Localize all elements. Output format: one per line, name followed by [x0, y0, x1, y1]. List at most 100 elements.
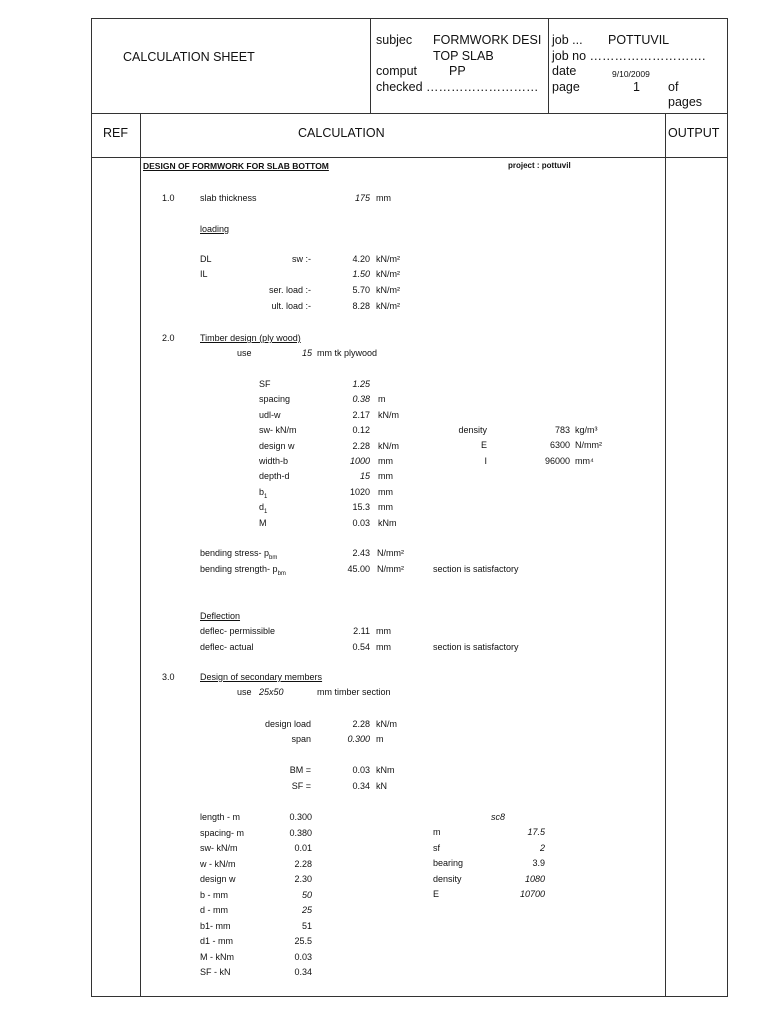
secondary-param-value: 51: [301, 920, 312, 931]
plywood-param-label: width-b: [259, 456, 289, 466]
computed-value: PP: [449, 64, 466, 78]
frame-left: [91, 18, 92, 997]
bending-strength-subscript: bm: [277, 570, 286, 577]
bending-stress-text: bending stress- p: [200, 548, 270, 558]
secondary-param-value: 2.30: [294, 874, 312, 884]
slab-thickness-unit: mm: [376, 193, 391, 203]
project-label: project : pottuvil: [508, 161, 571, 170]
deflection-permissible-value: 2.11: [353, 626, 370, 636]
subject-label: subjec: [376, 33, 413, 47]
secondary-param-value: 0.34: [294, 967, 312, 977]
deflection-actual-label: deflec- actual: [200, 642, 254, 652]
bm-value: 0.03: [352, 765, 370, 775]
span-unit: m: [376, 734, 384, 744]
plywood-param-label: b1: [259, 486, 268, 500]
use-label: use: [237, 687, 252, 697]
plywood-property-label: I: [484, 455, 487, 466]
plywood-param-value: 1020: [349, 486, 370, 497]
frame-right: [727, 18, 728, 997]
plywood-param-label: spacing: [259, 394, 291, 405]
il-label: IL: [200, 269, 208, 279]
bending-stress-subscript: bm: [269, 554, 278, 561]
plywood-param-unit: mm: [378, 456, 393, 466]
plywood-property-label: E: [480, 440, 487, 451]
slab-thickness-value: 175: [354, 193, 370, 203]
ser-load-unit: kN/m²: [376, 285, 400, 295]
doc-title: DESIGN OF FORMWORK FOR SLAB BOTTOM: [143, 161, 329, 171]
secondary-param-label: b - mm: [200, 889, 228, 900]
plywood-property-value: 96000: [544, 455, 570, 466]
subject-value-2: TOP SLAB: [433, 49, 494, 63]
deflection-actual-value: 0.54: [352, 642, 370, 652]
secondary-param-value: 2.28: [294, 858, 312, 869]
secondary-param-value: 0.03: [294, 951, 312, 962]
ref-col-divider: [140, 113, 141, 997]
page-value: 1: [633, 80, 640, 94]
bending-stress-value: 2.43: [352, 548, 370, 558]
plywood-param-label: M: [259, 517, 267, 528]
bending-stress-label: bending stress- pbm: [200, 547, 277, 564]
dl-label: DL: [200, 254, 212, 264]
plywood-param-value: 2.28: [352, 440, 370, 451]
plywood-property-unit: mm⁴: [575, 455, 594, 466]
frame-bottom: [91, 996, 728, 997]
deflection-permissible-unit: mm: [376, 626, 391, 636]
dl-unit: kN/m²: [376, 254, 400, 264]
timber-property-label: m: [433, 827, 441, 837]
timber-section-size: 25x50: [259, 687, 284, 697]
calculation-column-header: CALCULATION: [298, 126, 385, 140]
timber-property-label: sf: [433, 842, 441, 853]
plywood-param-value: 0.03: [352, 517, 370, 528]
plywood-param-label: depth-d: [259, 471, 290, 482]
secondary-param-label: b1- mm: [200, 920, 231, 931]
date-value: 9/10/2009: [612, 69, 650, 79]
job-value: POTTUVIL: [608, 33, 670, 47]
subject-value: FORMWORK DESI: [433, 33, 542, 47]
frame-top: [91, 18, 728, 19]
sw-label: sw :-: [292, 254, 311, 264]
secondary-param-value: 25: [301, 905, 312, 915]
sheet-title: CALCULATION SHEET: [123, 50, 255, 64]
ult-load-label: ult. load :-: [271, 301, 311, 311]
use-label: use: [237, 348, 252, 358]
il-unit: kN/m²: [376, 269, 400, 279]
dl-value: 4.20: [352, 254, 370, 264]
secondary-param-label: d1 - mm: [200, 936, 234, 946]
timber-property-label: density: [433, 873, 462, 884]
plywood-param-unit: mm: [378, 502, 393, 513]
pages-label: pages: [668, 95, 703, 109]
plywood-param-unit: mm: [378, 486, 393, 497]
secondary-param-value: 0.380: [289, 827, 312, 838]
ref-column-header: REF: [103, 126, 128, 140]
plywood-param-unit: kN/m: [378, 440, 399, 451]
section-1-number: 1.0: [162, 193, 175, 203]
timber-property-label: E: [433, 889, 440, 899]
plywood-param-unit: mm: [378, 471, 393, 482]
design-load-label: design load: [264, 719, 311, 729]
job-label: job ...: [552, 33, 583, 47]
secondary-param-value: 50: [301, 889, 312, 900]
plywood-property-unit: kg/m³: [575, 425, 598, 435]
plywood-param-unit: kN/m: [378, 409, 399, 420]
plywood-param-label: sw- kN/m: [259, 425, 297, 436]
deflection-heading: Deflection: [200, 611, 241, 621]
secondary-param-value: 0.300: [289, 812, 312, 822]
secondary-param-value: 25.5: [294, 936, 312, 946]
span-value: 0.300: [347, 734, 370, 744]
secondary-param-label: SF - kN: [200, 967, 231, 977]
header-divider: [91, 113, 728, 114]
date-label: date: [552, 64, 577, 78]
ult-load-unit: kN/m²: [376, 301, 400, 311]
bending-check-result: section is satisfactory: [433, 564, 519, 574]
sf-unit: kN: [376, 781, 387, 791]
plywood-label: mm tk plywood: [317, 348, 378, 358]
timber-property-label: bearing: [433, 858, 464, 868]
plywood-property-label: density: [458, 425, 487, 435]
header-col-divider-2: [548, 18, 549, 113]
output-column-header: OUTPUT: [668, 126, 720, 140]
secondary-param-label: design w: [200, 874, 236, 884]
job-no-label: job no ……………………….: [552, 49, 706, 63]
secondary-param-value: 0.01: [294, 843, 312, 853]
section-2-title: Timber design (ply wood): [200, 333, 301, 343]
